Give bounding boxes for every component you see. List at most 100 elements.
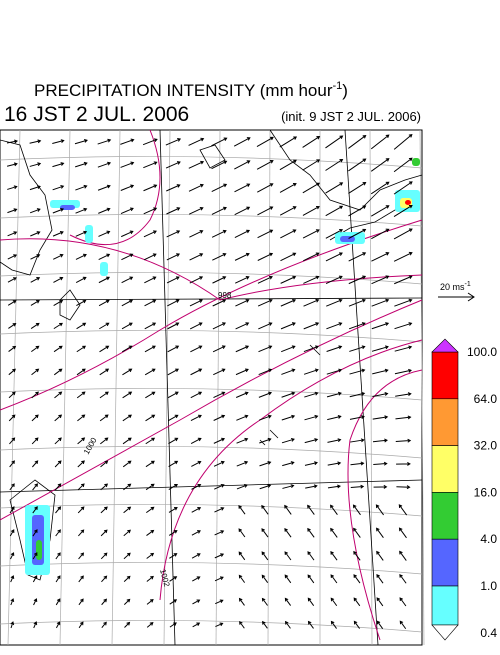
- wind-arrow: [348, 182, 367, 194]
- wind-arrow: [30, 277, 41, 283]
- wind-arrow: [7, 254, 18, 260]
- wind-arrow: [97, 184, 111, 191]
- wind-arrow: [304, 461, 318, 466]
- wind-arrow: [235, 322, 250, 330]
- wind-arrow: [371, 275, 390, 285]
- wind-arrow: [234, 229, 251, 238]
- wind-arrow: [371, 228, 390, 240]
- wind-arrow: [78, 575, 84, 583]
- wind-arrow: [146, 598, 154, 605]
- wind-arrow: [100, 529, 108, 537]
- wind-arrow: [349, 368, 366, 375]
- wind-arrow: [9, 437, 16, 445]
- wind-arrow: [214, 553, 225, 559]
- wind-arrow: [78, 552, 85, 560]
- wind-arrow: [122, 460, 132, 468]
- wind-arrow: [166, 276, 180, 284]
- wind-arrow: [393, 157, 413, 173]
- isobar: [69, 129, 161, 246]
- title: PRECIPITATION INTENSITY (mm hour-1): [34, 80, 348, 100]
- wind-arrow: [395, 392, 412, 397]
- wind-arrow: [120, 184, 135, 191]
- lon-line: [267, 129, 271, 646]
- wind-arrow: [30, 300, 40, 306]
- wind-arrow: [259, 484, 272, 490]
- rain-patch: [85, 225, 93, 243]
- wind-arrow: [190, 345, 203, 353]
- wind-arrow: [256, 160, 274, 170]
- wind-arrow: [238, 551, 246, 561]
- colorbar-segment: [431, 445, 459, 493]
- wind-arrow: [238, 574, 246, 583]
- wind-arrow: [376, 620, 384, 629]
- wind-arrow: [167, 414, 179, 422]
- wind-arrow: [142, 138, 158, 146]
- wind-arrow: [121, 299, 134, 307]
- wind-arrow: [98, 230, 111, 237]
- wind-arrow: [124, 621, 131, 628]
- wind-arrow: [353, 574, 361, 584]
- colorbar-tick-label: 0.4: [480, 626, 497, 640]
- wind-arrow: [143, 161, 158, 169]
- coastline: [199, 144, 226, 169]
- wind-arrow: [98, 299, 110, 307]
- wind-arrow: [302, 135, 321, 148]
- wind-arrow: [302, 229, 320, 239]
- wind-arrow: [75, 207, 88, 214]
- wind-arrow: [76, 368, 86, 376]
- wind-arrow: [280, 275, 297, 284]
- wind-arrow: [258, 391, 273, 398]
- wind-arrow: [325, 229, 344, 239]
- wind-arrow: [100, 552, 108, 560]
- wind-arrow: [370, 134, 390, 150]
- wind-arrow: [144, 322, 157, 330]
- wind-arrow: [29, 185, 41, 191]
- wind-arrow: [349, 391, 366, 398]
- colorbar-tick-label: 4.0: [480, 532, 497, 546]
- wind-arrow: [348, 158, 367, 172]
- wind-arrow: [169, 553, 178, 559]
- rain-patch: [100, 262, 108, 276]
- wind-arrow: [214, 507, 225, 513]
- wind-arrow: [235, 299, 250, 307]
- wind-arrow: [394, 322, 413, 330]
- wind-arrow: [167, 391, 179, 399]
- wind-arrow: [304, 391, 319, 398]
- wind-arrow: [284, 527, 292, 538]
- wind-arrow: [234, 160, 251, 170]
- bold-lat: [0, 479, 423, 493]
- wind-arrow: [393, 181, 413, 195]
- init-time: (init. 9 JST 2 JUL. 2006): [281, 109, 421, 124]
- wind-arrow: [167, 345, 180, 353]
- wind-arrow: [143, 184, 158, 192]
- wind-arrow: [394, 368, 412, 375]
- wind-arrow: [212, 322, 226, 330]
- wind-arrow: [303, 322, 320, 330]
- wind-arrow: [52, 207, 65, 214]
- wind-arrow: [280, 298, 297, 307]
- wind-arrow: [326, 298, 343, 307]
- wind-arrow: [32, 529, 38, 537]
- wind-vectors: [6, 133, 413, 630]
- wind-arrow: [261, 551, 269, 561]
- wind-arrow: [215, 599, 224, 605]
- wind-arrow: [145, 483, 155, 491]
- wind-arrow: [376, 550, 384, 561]
- wind-arrow: [307, 620, 314, 629]
- isobar: [0, 219, 423, 411]
- wind-arrow: [31, 414, 39, 422]
- wind-arrow: [122, 414, 132, 422]
- title-sup: -1: [332, 80, 342, 92]
- wind-arrow: [394, 298, 413, 307]
- wind-arrow: [29, 208, 41, 214]
- wind-arrow: [120, 207, 134, 215]
- wind-arrow: [303, 252, 320, 262]
- wind-arrow: [257, 252, 274, 261]
- rain-patch: [340, 236, 355, 242]
- wind-arrow: [349, 415, 365, 420]
- lon-line: [59, 129, 71, 646]
- wind-arrow: [144, 299, 157, 307]
- wind-arrow: [188, 160, 205, 169]
- wind-arrow: [99, 414, 109, 422]
